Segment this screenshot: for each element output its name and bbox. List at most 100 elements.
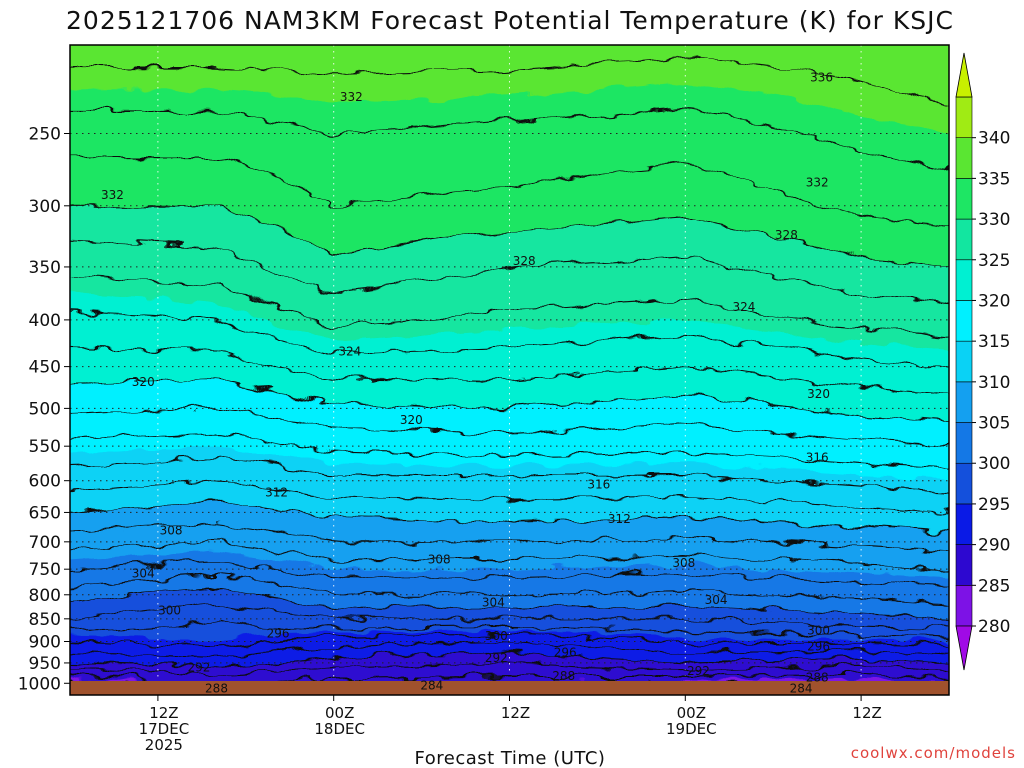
x-axis-label: Forecast Time (UTC) [415, 748, 606, 768]
colorbar-cell [955, 96, 973, 138]
x-tick-label: 18DEC [314, 720, 365, 738]
y-tick-label: 750 [29, 560, 61, 580]
credit-text: coolwx.com/models [851, 744, 1016, 762]
y-tick-label: 250 [29, 124, 61, 144]
contour-288 [70, 662, 949, 676]
y-tick-label: 500 [29, 399, 61, 419]
contour-label: 312 [608, 512, 631, 526]
contour-298 [70, 602, 949, 629]
x-tick-label: 12Z [501, 704, 530, 722]
plot-area: 336 332 332 332 328 328 324 324 320 320 320 316 316 3… [69, 44, 950, 696]
y-tick-label: 1000 [18, 674, 61, 694]
colorbar-tick-label: 310 [978, 373, 1010, 393]
contour-304 [70, 559, 949, 587]
contour-label: 308 [160, 523, 183, 537]
colorbar-tick-label: 285 [978, 576, 1010, 596]
colorbar-tick-label: 330 [978, 210, 1010, 230]
contour-label: 296 [267, 626, 290, 640]
y-tick-label: 800 [29, 586, 61, 606]
x-tick-label: 00Z [677, 704, 706, 722]
x-tick-label: 19DEC [666, 720, 717, 738]
contour-322 [70, 347, 949, 395]
contour-label: 328 [513, 254, 536, 268]
contour-label: 328 [775, 228, 798, 242]
y-tick-label: 300 [29, 197, 61, 217]
colorbar-tick-label: 295 [978, 495, 1010, 515]
y-tick-label: 900 [29, 632, 61, 652]
contour-label: 336 [810, 70, 833, 84]
colorbar-cell [955, 340, 973, 383]
contour-label: 292 [485, 651, 508, 665]
contour-326 [70, 275, 949, 336]
contour-label: 324 [732, 300, 755, 314]
contour-label: 312 [265, 485, 288, 499]
contour-label: 316 [587, 478, 610, 492]
y-tick-label: 850 [29, 610, 61, 630]
shaded-field [70, 45, 949, 695]
colorbar-cell [955, 462, 973, 505]
colorbar-tick-label: 315 [978, 332, 1010, 352]
contour-290 [70, 651, 949, 668]
contour-label: 304 [132, 566, 155, 580]
contour-312 [70, 480, 949, 513]
colorbar-tick-label: 340 [978, 129, 1010, 149]
contour-336 [70, 57, 949, 105]
contour-292 [70, 641, 949, 658]
contour-330 [70, 205, 949, 268]
contour-label: 316 [806, 451, 829, 465]
contour-332 [70, 157, 949, 227]
contour-324 [70, 310, 949, 367]
colorbar-bottom-arrow [955, 625, 973, 671]
y-tick-label: 450 [29, 358, 61, 378]
colorbar-cell [955, 422, 973, 464]
y-tick-label: 950 [29, 654, 61, 674]
colorbar-tick-label: 320 [978, 291, 1010, 311]
y-axis: 2503003504004505005506006507007508008509… [18, 124, 70, 694]
contour-label: 296 [554, 645, 577, 659]
contour-302 [70, 575, 949, 604]
contour-320 [70, 380, 949, 422]
x-tick-label: 17DEC [139, 720, 190, 738]
colorbar-cell [955, 503, 973, 545]
contour-label: 296 [807, 639, 830, 653]
contour-label: 308 [672, 556, 695, 570]
contour-label: 284 [420, 678, 443, 692]
contour-label: 304 [705, 593, 728, 607]
contour-label: 300 [158, 603, 181, 617]
y-tick-label: 400 [29, 311, 61, 331]
contour-328 [70, 240, 949, 303]
contour-label: 284 [790, 681, 813, 695]
contour-label: 304 [482, 596, 505, 610]
x-tick-label: 12Z [149, 704, 178, 722]
chart-title: 2025121706 NAM3KM Forecast Potential Tem… [66, 6, 954, 35]
contour-label: 320 [807, 387, 830, 401]
contour-label: 320 [400, 413, 423, 427]
colorbar-top-arrow [955, 52, 973, 98]
ground-strip [70, 681, 949, 695]
y-tick-label: 700 [29, 533, 61, 553]
x-tick-label: 2025 [145, 736, 183, 754]
contour-label: 288 [552, 669, 575, 683]
contour-316 [70, 433, 949, 470]
contour-label: 292 [687, 664, 710, 678]
colorbar-cell [955, 381, 973, 423]
colorbar-tick-label: 290 [978, 536, 1010, 556]
colorbar-tick-label: 280 [978, 617, 1010, 637]
band-above-335 [70, 45, 949, 134]
colorbar-cell [955, 259, 973, 301]
colorbar-cell [955, 300, 973, 342]
y-tick-label: 350 [29, 258, 61, 278]
colorbar-cell [955, 218, 973, 261]
contour-label: 320 [132, 375, 155, 389]
contour-296 [70, 619, 949, 638]
contour-308 [70, 522, 949, 552]
contour-label: 288 [806, 670, 829, 684]
colorbar-cell [955, 137, 973, 179]
contour-300 [70, 588, 949, 620]
contour-314 [70, 457, 949, 492]
y-tick-label: 650 [29, 503, 61, 523]
colorbar-cell [955, 585, 973, 627]
contour-label: 308 [428, 553, 451, 567]
